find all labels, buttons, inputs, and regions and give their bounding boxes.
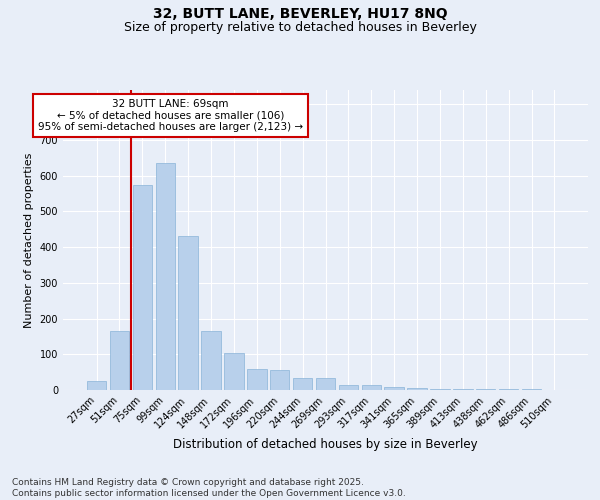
Bar — [247, 368, 266, 390]
Text: Size of property relative to detached houses in Beverley: Size of property relative to detached ho… — [124, 21, 476, 34]
Bar — [224, 352, 244, 390]
Bar — [155, 163, 175, 390]
Bar — [430, 389, 449, 390]
X-axis label: Distribution of detached houses by size in Beverley: Distribution of detached houses by size … — [173, 438, 478, 451]
Bar — [476, 389, 496, 390]
Y-axis label: Number of detached properties: Number of detached properties — [24, 152, 34, 328]
Bar — [110, 331, 129, 390]
Bar — [453, 389, 473, 390]
Text: 32 BUTT LANE: 69sqm
← 5% of detached houses are smaller (106)
95% of semi-detach: 32 BUTT LANE: 69sqm ← 5% of detached hou… — [38, 99, 303, 132]
Bar — [316, 378, 335, 390]
Bar — [133, 184, 152, 390]
Bar — [87, 381, 106, 390]
Bar — [202, 331, 221, 390]
Bar — [385, 387, 404, 390]
Bar — [270, 370, 289, 390]
Bar — [407, 388, 427, 390]
Bar — [338, 384, 358, 390]
Text: Contains HM Land Registry data © Crown copyright and database right 2025.
Contai: Contains HM Land Registry data © Crown c… — [12, 478, 406, 498]
Bar — [293, 378, 313, 390]
Text: 32, BUTT LANE, BEVERLEY, HU17 8NQ: 32, BUTT LANE, BEVERLEY, HU17 8NQ — [152, 8, 448, 22]
Bar — [178, 236, 198, 390]
Bar — [362, 384, 381, 390]
